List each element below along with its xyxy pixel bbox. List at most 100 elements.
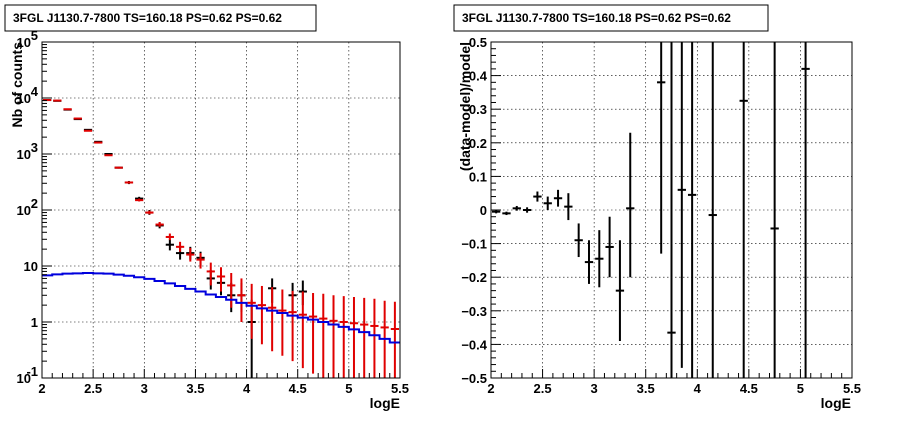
- left-ytick-exp-5: 4: [31, 84, 39, 99]
- left-series-1-point-15: [196, 253, 205, 269]
- left-title-box: [4, 4, 317, 32]
- right-series-0-point-13: [626, 132, 635, 278]
- right-series-0-point-1: [502, 211, 511, 216]
- left-series-1-point-29: [339, 296, 348, 378]
- right-series-0-point-3: [522, 207, 532, 213]
- right-ytick-label-9: 0.4: [469, 69, 488, 84]
- left-ylabel: Nb of counts: [9, 42, 25, 128]
- right-panel: 3FGL J1130.7-7800 TS=160.18 PS=0.62 PS=0…: [453, 4, 861, 411]
- left-title: 3FGL J1130.7-7800 TS=160.18 PS=0.62 PS=0…: [13, 11, 282, 25]
- left-series-1-point-26: [308, 292, 318, 374]
- left-series-1-point-21: [257, 285, 267, 345]
- left-xtick-label-3: 3.5: [186, 381, 204, 396]
- right-xtick-label-6: 5: [797, 381, 804, 396]
- left-series-1-point-18: [227, 272, 236, 308]
- right-series-0-point-5: [543, 196, 552, 210]
- left-series-1-point-20: [247, 283, 256, 339]
- left-xtick-label-1: 2.5: [84, 381, 102, 396]
- left-series-0-point-12: [165, 239, 174, 251]
- right-xtick-label-7: 5.5: [843, 381, 861, 396]
- right-series-0-point-9: [584, 240, 594, 284]
- left-series-1-point-17: [216, 267, 226, 292]
- right-series-0-point-18: [708, 42, 717, 378]
- left-series-1-point-22: [268, 287, 277, 352]
- right-xlabel: logE: [821, 395, 851, 411]
- left-ytick-label-1: 1: [31, 315, 38, 330]
- right-series-0-point-12: [615, 240, 625, 342]
- left-series-1-point-28: [329, 295, 338, 378]
- left-xtick-label-4: 4: [243, 381, 251, 396]
- right-series-0-point-0: [492, 210, 501, 214]
- left-series-1-point-27: [319, 293, 328, 378]
- right-ytick-label-4: −0.1: [461, 237, 487, 252]
- left-series: [42, 99, 400, 378]
- right-title-box: [453, 4, 769, 32]
- left-xtick-label-6: 5: [345, 381, 352, 396]
- left-series-1-point-9: [135, 198, 144, 202]
- right-series: [492, 42, 810, 378]
- left-ytick-label-6: 10: [17, 35, 31, 50]
- right-ytick-label-0: −0.5: [461, 371, 487, 386]
- right-ytick-label-5: 0: [480, 203, 487, 218]
- right-series-0-point-8: [574, 223, 583, 258]
- left-series-1-point-8: [124, 181, 134, 184]
- right-xtick-label-1: 2.5: [534, 381, 552, 396]
- left-series-1-point-30: [349, 296, 359, 378]
- left-series-1-point-23: [278, 289, 287, 356]
- right-series-0-point-21: [801, 42, 810, 378]
- left-ytick-label-2: 10: [24, 259, 38, 274]
- right-ytick-label-2: −0.3: [461, 304, 487, 319]
- left-series-1-point-32: [370, 298, 379, 378]
- right-ytick-label-10: 0.5: [469, 35, 487, 50]
- right-series-0-point-16: [677, 42, 686, 368]
- left-series-1-point-3: [73, 117, 82, 120]
- left-panel: 3FGL J1130.7-7800 TS=160.18 PS=0.62 PS=0…: [4, 4, 410, 411]
- left-series-1-point-10: [145, 210, 154, 215]
- left-xtick-label-7: 5.5: [391, 381, 409, 396]
- left-ytick-label-3: 10: [17, 203, 31, 218]
- left-series-1-point-2: [63, 108, 72, 111]
- right-xtick-label-4: 4: [694, 381, 702, 396]
- left-ytick-exp-4: 3: [31, 140, 38, 155]
- left-xtick-label-5: 4.5: [289, 381, 307, 396]
- left-series-1-point-25: [298, 291, 307, 369]
- right-ticks: 2 2.5 3 3.5 4 4.5 5 5.5 −0.5 −0.4 −0.3 −0.2 −0.1 0 0.1…: [461, 35, 861, 396]
- left-series-1-point-19: [237, 278, 246, 322]
- left-series-1-point-0: [43, 99, 52, 102]
- left-series-1-point-5: [94, 141, 103, 144]
- left-xlabel: logE: [370, 395, 400, 411]
- left-series-2-model-line: [42, 271, 400, 344]
- left-series-1-point-14: [186, 247, 195, 262]
- left-series-1-point-34: [390, 301, 399, 378]
- left-series-1-point-11: [155, 222, 164, 227]
- left-series-1-point-6: [104, 154, 113, 157]
- right-series-0-point-15: [667, 42, 676, 378]
- right-series-0-point-6: [553, 189, 563, 207]
- right-ylabel: (data-model)/model: [457, 42, 473, 171]
- left-series-1-point-4: [83, 129, 93, 132]
- left-ytick-exp-0: -1: [26, 364, 38, 379]
- right-series-0-point-2: [512, 205, 521, 211]
- right-ytick-label-7: 0.2: [469, 136, 487, 151]
- left-grid: [42, 42, 400, 378]
- right-ytick-label-6: 0.1: [469, 169, 487, 184]
- left-series-1-point-1: [53, 99, 62, 102]
- right-series-0-point-7: [564, 193, 573, 221]
- right-ytick-label-8: 0.3: [469, 102, 487, 117]
- right-series-0-point-14: [657, 42, 666, 254]
- left-series-1-point-24: [288, 290, 297, 362]
- right-series-0-point-11: [605, 216, 614, 278]
- left-ytick-label-5: 10: [17, 91, 31, 106]
- left-ytick-label-0: 10: [17, 371, 31, 386]
- right-title: 3FGL J1130.7-7800 TS=160.18 PS=0.62 PS=0…: [462, 11, 731, 25]
- right-ytick-label-3: −0.2: [461, 270, 487, 285]
- right-series-0-point-10: [595, 230, 604, 288]
- left-xtick-label-0: 2: [38, 381, 45, 396]
- right-series-0-point-19: [739, 42, 748, 378]
- left-series-1-point-13: [175, 241, 185, 252]
- right-xtick-label-5: 4.5: [740, 381, 758, 396]
- left-series-1-point-7: [114, 166, 123, 169]
- left-ytick-label-4: 10: [17, 147, 31, 162]
